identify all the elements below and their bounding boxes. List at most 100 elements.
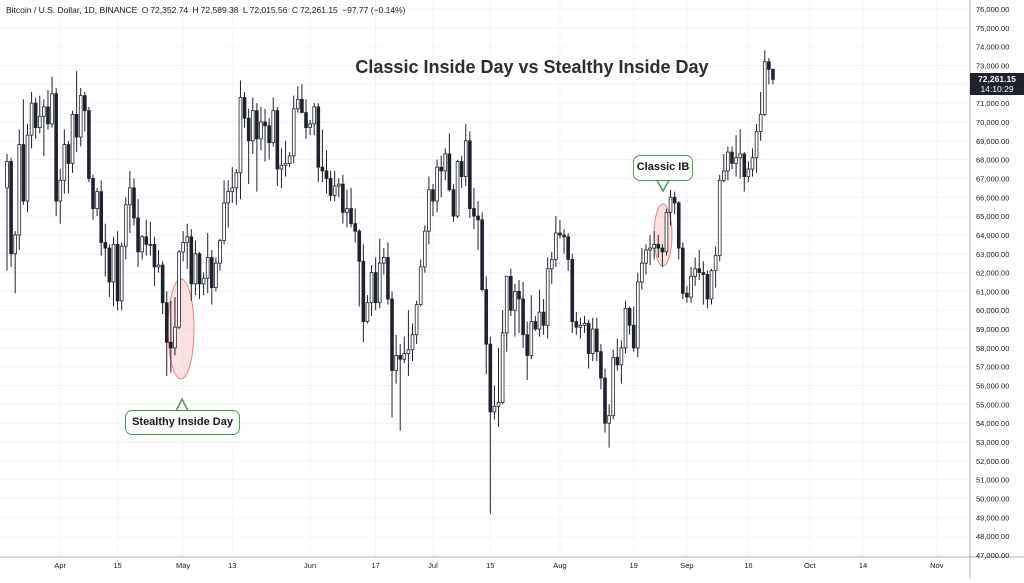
last-price-tag-bg	[970, 73, 1024, 95]
candle-body	[529, 321, 534, 356]
candle-body	[517, 291, 521, 300]
candle	[349, 187, 353, 228]
candle-body	[660, 247, 665, 253]
candle	[42, 99, 46, 156]
candle-body	[472, 208, 476, 217]
candle	[705, 270, 710, 309]
candle-body	[132, 187, 136, 219]
candle-body	[152, 243, 157, 268]
y-tick-label: 67,000.00	[976, 174, 1009, 183]
candle-body	[455, 161, 460, 217]
candle	[635, 272, 640, 358]
candle	[394, 334, 398, 384]
callout-pointers	[175, 180, 670, 412]
y-tick-label: 66,000.00	[976, 193, 1009, 202]
candle-body	[189, 236, 194, 285]
candle-body	[607, 415, 611, 424]
candle-body	[238, 97, 243, 174]
candle-body	[549, 259, 554, 270]
y-axis-layer: 76,000.0075,000.0074,000.0073,000.0072,0…	[976, 5, 1009, 560]
candle	[91, 174, 95, 220]
close-value: 72,261.15	[299, 5, 338, 15]
candle-body	[697, 268, 702, 273]
candle-body	[492, 405, 497, 413]
candle-body	[9, 161, 13, 255]
y-tick-label: 74,000.00	[976, 43, 1009, 52]
candle-body	[83, 95, 87, 112]
candle	[230, 167, 235, 203]
candle-body	[746, 168, 751, 177]
candle	[410, 323, 415, 362]
candle-body	[722, 170, 726, 181]
candle	[427, 176, 431, 245]
candle	[603, 368, 607, 433]
candle	[713, 246, 718, 288]
candle-body	[545, 268, 550, 326]
low-value: 72,015.56	[249, 5, 288, 15]
candle-body	[300, 98, 304, 113]
candle-body	[255, 110, 259, 140]
candle-body	[50, 93, 54, 125]
candle	[70, 110, 75, 173]
classic-ib-callout: Classic IB	[633, 155, 693, 181]
candle-body	[566, 236, 570, 260]
candle-body	[197, 253, 202, 285]
y-tick-label: 56,000.00	[976, 382, 1009, 391]
candle	[304, 99, 308, 139]
candle	[283, 140, 288, 177]
low-label: L	[242, 5, 248, 15]
candle	[681, 242, 685, 299]
candle	[17, 129, 22, 250]
candle-body	[689, 275, 693, 298]
candle-body	[427, 189, 431, 232]
candle-body	[504, 275, 509, 334]
y-tick-label: 58,000.00	[976, 344, 1009, 353]
candle-body	[402, 353, 407, 360]
candle	[54, 88, 58, 217]
candle	[296, 86, 300, 113]
candle-body	[349, 208, 353, 225]
x-tick-label: Sep	[680, 561, 693, 570]
candle	[730, 146, 734, 170]
candle-body	[287, 155, 292, 164]
candle-body	[382, 257, 386, 264]
candle	[697, 249, 702, 281]
candle	[140, 234, 144, 260]
candle-body	[578, 324, 583, 328]
x-tick-label: 19	[630, 561, 638, 570]
candle-body	[365, 302, 370, 322]
candle	[95, 187, 99, 217]
candle	[250, 97, 255, 154]
candle	[361, 244, 366, 343]
y-tick-label: 53,000.00	[976, 438, 1009, 447]
candle	[173, 297, 177, 356]
candle-body	[533, 321, 538, 330]
candle	[607, 404, 611, 448]
candle-body	[496, 402, 501, 407]
candle-body	[488, 343, 493, 413]
candle-body	[103, 242, 108, 249]
candle-body	[685, 292, 689, 298]
candle	[214, 257, 218, 292]
candle-body	[668, 196, 673, 213]
candle	[676, 201, 681, 260]
candle-body	[275, 110, 280, 170]
candle-body	[701, 272, 706, 275]
candle-body	[91, 178, 95, 209]
close-label: C	[291, 5, 298, 15]
candle	[656, 234, 661, 258]
candle-body	[74, 114, 79, 138]
candle	[33, 97, 38, 139]
candle-body	[509, 275, 513, 311]
candle	[504, 275, 509, 352]
candle-body	[234, 172, 239, 189]
y-tick-label: 69,000.00	[976, 137, 1009, 146]
candle	[586, 319, 591, 369]
candle	[332, 170, 337, 202]
candle	[74, 71, 79, 153]
candle-body	[386, 257, 390, 300]
candle	[103, 223, 108, 277]
candle	[218, 238, 222, 271]
x-tick-label: Jul	[428, 561, 438, 570]
candle	[492, 385, 497, 420]
